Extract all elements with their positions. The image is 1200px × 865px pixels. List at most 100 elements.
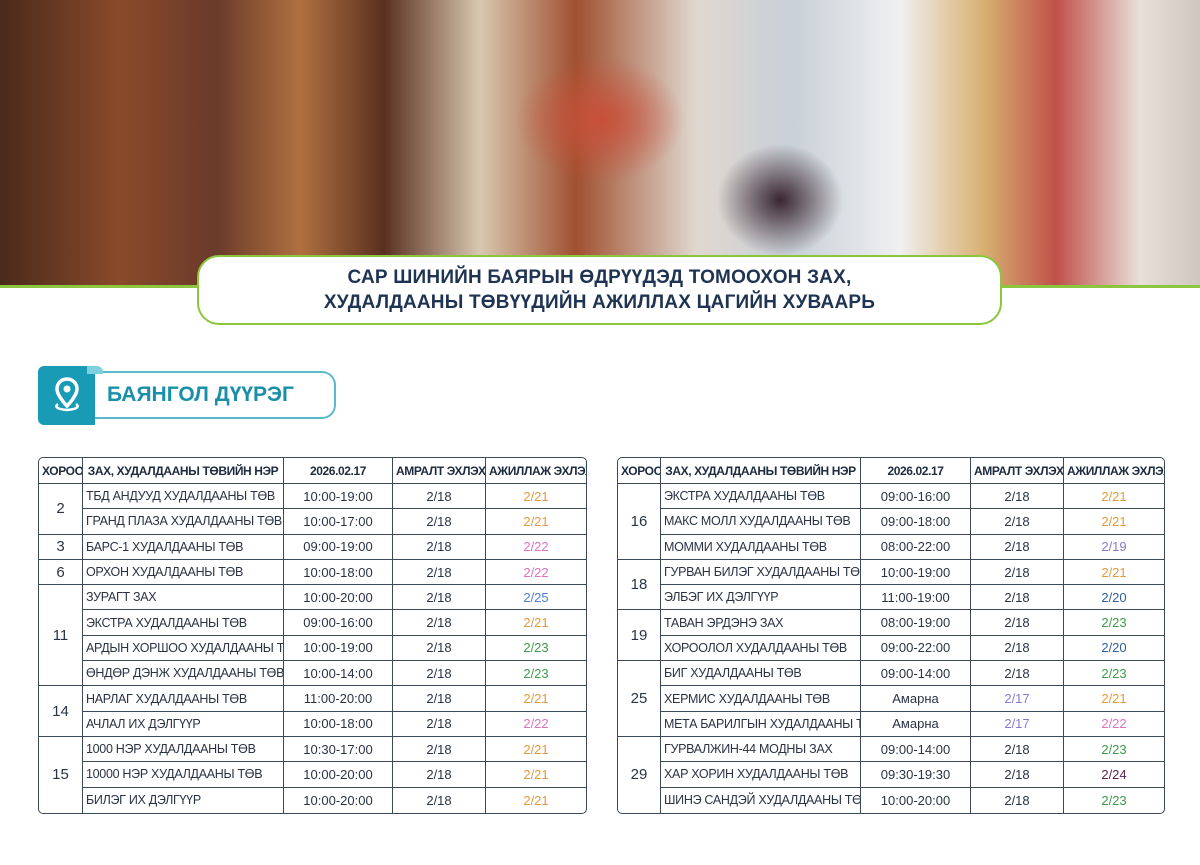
rest-start-date: 2/18 — [971, 559, 1064, 586]
hours-feb17: 10:00-20:00 — [861, 787, 971, 813]
rest-start-date: 2/18 — [393, 686, 486, 712]
market-name: ЭЛБЭГ ИХ ДЭЛГҮҮР — [661, 585, 861, 611]
work-start-date: 2/22 — [1064, 712, 1164, 737]
market-name: МАКС МОЛЛ ХУДАЛДААНЫ ТӨВ — [661, 509, 861, 535]
location-pin-icon — [38, 365, 103, 425]
work-start-date: 2/24 — [1064, 762, 1164, 788]
work-start-date: 2/21 — [486, 610, 586, 636]
header-name: ЗАХ, ХУДАЛДААНЫ ТӨВИЙН НЭР — [83, 458, 284, 484]
rest-start-date: 2/18 — [971, 509, 1064, 535]
work-start-date: 2/21 — [1064, 484, 1164, 510]
table-row: МЕТА БАРИЛГЫН ХУДАЛДААНЫ ТӨВ Амарна 2/17 2/… — [618, 711, 1164, 737]
hours-feb17: 08:00-22:00 — [861, 534, 971, 560]
table-row: 29 ГУРВАЛЖИН-44 МОДНЫ ЗАХ 09:00-14:00 2/18 2… — [618, 736, 1164, 813]
rest-start-date: 2/17 — [971, 711, 1064, 737]
work-start-date: 2/23 — [486, 661, 586, 687]
market-name: БИЛЭГ ИХ ДЭЛГҮҮР — [83, 787, 284, 813]
schedule-table-left: ХОРОО ЗАХ, ХУДАЛДААНЫ ТӨВИЙН НЭР 2026.02.1… — [38, 457, 587, 814]
hours-feb17: 09:30-19:30 — [861, 762, 971, 788]
work-start-date: 2/22 — [486, 535, 586, 560]
hours-feb17: 09:00-16:00 — [284, 610, 393, 636]
hours-feb17: 10:00-17:00 — [284, 509, 393, 535]
market-name: ЗУРАГТ ЗАХ — [83, 585, 284, 611]
work-start-date: 2/23 — [486, 636, 586, 662]
rest-start-date: 2/18 — [393, 610, 486, 636]
title-line-1: САР ШИНИЙН БАЯРЫН ӨДРҮҮДЭД ТОМООХОН ЗАХ, — [347, 267, 852, 288]
district-name: БАЯНГОЛ ДҮҮРЭГ — [93, 371, 336, 419]
hours-feb17: 10:00-19:00 — [861, 559, 971, 586]
table-row: ӨНДӨР ДЭНЖ ХУДАЛДААНЫ ТӨВ 10:00-14:00 2/18… — [39, 661, 586, 687]
hours-feb17: 10:00-20:00 — [284, 762, 393, 788]
page-title: САР ШИНИЙН БАЯРЫН ӨДРҮҮДЭД ТОМООХОН ЗАХ,… — [197, 255, 1002, 325]
table-row: ЭКСТРА ХУДАЛДААНЫ ТӨВ 09:00-16:00 2/18 2/21 — [39, 610, 586, 636]
rest-start-date: 2/18 — [393, 736, 486, 763]
rest-start-date: 2/18 — [393, 585, 486, 611]
table-row: 16 ЭКСТРА ХУДАЛДААНЫ ТӨВ 09:00-16:00 2/18 2/… — [618, 484, 1164, 560]
table-row: МОММИ ХУДАЛДААНЫ ТӨВ 08:00-22:00 2/18 2/19 — [618, 534, 1164, 560]
rest-start-date: 2/18 — [971, 585, 1064, 611]
market-name: ХЕРМИС ХУДАЛДААНЫ ТӨВ — [661, 686, 861, 712]
title-line-2: ХУДАЛДААНЫ ТӨВҮҮДИЙН АЖИЛЛАХ ЦАГИЙН ХУВА… — [323, 292, 876, 313]
rest-start-date: 2/18 — [971, 484, 1064, 510]
hours-feb17: 09:00-14:00 — [861, 736, 971, 763]
work-start-date: 2/21 — [523, 792, 549, 808]
hours-feb17: 09:00-18:00 — [861, 509, 971, 535]
rest-start-date: 2/18 — [393, 559, 486, 586]
market-name: НАРЛАГ ХУДАЛДААНЫ ТӨВ — [83, 686, 284, 712]
table-row: 2 ТБД АНДУУД ХУДАЛДААНЫ ТӨВ 10:00-19:00 2/1… — [39, 484, 586, 535]
khoroo-number: 18 — [618, 559, 661, 611]
rest-start-date: 2/18 — [393, 787, 486, 813]
hours-feb17: 10:00-19:00 — [284, 484, 393, 510]
table-row: 10000 НЭР ХУДАЛДААНЫ ТӨВ 10:00-20:00 2/18 2… — [39, 762, 586, 788]
market-name: 1000 НЭР ХУДАЛДААНЫ ТӨВ — [83, 736, 284, 763]
work-start-date: 2/21 — [1064, 509, 1164, 535]
header-khoroo: ХОРОО — [39, 458, 83, 484]
header-date: 2026.02.17 — [284, 458, 393, 484]
hours-feb17: 10:30-17:00 — [284, 736, 393, 763]
header-name: ЗАХ, ХУДАЛДААНЫ ТӨВИЙН НЭР — [661, 458, 861, 484]
hours-feb17: 10:00-14:00 — [284, 661, 393, 687]
table-row: ЭЛБЭГ ИХ ДЭЛГҮҮР 11:00-19:00 2/18 2/20 — [618, 585, 1164, 611]
hours-feb17: 08:00-19:00 — [861, 610, 971, 636]
table-row: 3 БАРС-1 ХУДАЛДААНЫ ТӨВ 09:00-19:00 2/18 2/2… — [39, 534, 586, 560]
market-name: БИГ ХУДАЛДААНЫ ТӨВ — [661, 661, 861, 687]
schedule-table-right: ХОРОО ЗАХ, ХУДАЛДААНЫ ТӨВИЙН НЭР 2026.02.1… — [617, 457, 1165, 814]
market-name: ШИНЭ САНДЭЙ ХУДАЛДААНЫ ТӨВ — [661, 787, 861, 813]
rest-start-date: 2/18 — [393, 762, 486, 788]
rest-start-date: 2/17 — [971, 686, 1064, 712]
work-start-date: 2/21 — [486, 484, 586, 510]
rest-start-date: 2/18 — [393, 509, 486, 535]
work-start-date: 2/20 — [1064, 585, 1164, 611]
work-start-date: 2/23 — [1101, 792, 1127, 808]
hours-feb17: 10:00-19:00 — [284, 635, 393, 662]
work-start-date: 2/21 — [486, 762, 586, 788]
work-start-date: 2/21 — [1064, 686, 1164, 712]
header-photo-market-stall — [0, 0, 1200, 288]
market-name: 10000 НЭР ХУДАЛДААНЫ ТӨВ — [83, 762, 284, 788]
work-start-date: 2/22 — [486, 560, 586, 586]
table-row: 6 ОРХОН ХУДАЛДААНЫ ТӨВ 10:00-18:00 2/18 2/22 — [39, 559, 586, 586]
work-start-date: 2/23 — [1064, 661, 1164, 687]
rest-start-date: 2/18 — [393, 534, 486, 560]
khoroo-number: 15 — [39, 736, 83, 813]
table-row: ГРАНД ПЛАЗА ХУДАЛДААНЫ ТӨВ 10:00-17:00 2/1… — [39, 509, 586, 535]
rest-start-date: 2/18 — [393, 484, 486, 510]
khoroo-number: 11 — [39, 585, 83, 687]
hours-feb17: 09:00-19:00 — [284, 534, 393, 560]
work-start-date: 2/19 — [1064, 535, 1164, 560]
header-work-start: АЖИЛЛАЖ ЭХЛЭХ — [1064, 458, 1164, 484]
table-row: 15 1000 НЭР ХУДАЛДААНЫ ТӨВ 10:30-17:00 2/18… — [39, 736, 586, 813]
market-name: ХАР ХОРИН ХУДАЛДААНЫ ТӨВ — [661, 762, 861, 788]
hours-feb17: 09:00-16:00 — [861, 484, 971, 510]
table-row: 11 ЗУРАГТ ЗАХ 10:00-20:00 2/18 2/25 — [39, 585, 586, 687]
table-row: 18 ГУРВАН БИЛЭГ ХУДАЛДААНЫ ТӨВ 10:00-19:00… — [618, 559, 1164, 611]
khoroo-number: 2 — [39, 484, 83, 535]
rest-start-date: 2/18 — [971, 787, 1064, 813]
table-row: 14 НАРЛАГ ХУДАЛДААНЫ ТӨВ 11:00-20:00 2/18 2/… — [39, 686, 586, 737]
hours-feb17: 11:00-20:00 — [284, 686, 393, 712]
header-date: 2026.02.17 — [861, 458, 971, 484]
table-row: ШИНЭ САНДЭЙ ХУДАЛДААНЫ ТӨВ 10:00-20:00 2/1… — [618, 787, 1164, 813]
market-name: БАРС-1 ХУДАЛДААНЫ ТӨВ — [83, 534, 284, 560]
table-row: 25 БИГ ХУДАЛДААНЫ ТӨВ 09:00-14:00 2/18 2/23 — [618, 661, 1164, 737]
work-start-date: 2/20 — [1064, 636, 1164, 662]
